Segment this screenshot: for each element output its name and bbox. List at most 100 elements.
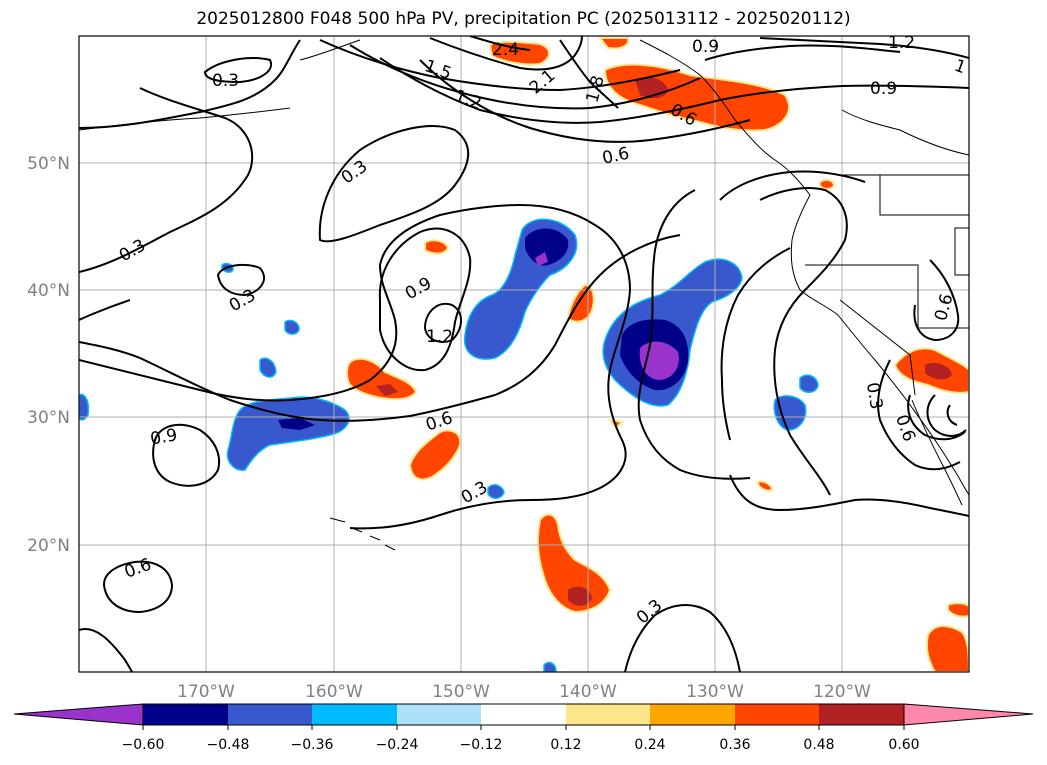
colorbar-ticks [142, 725, 905, 730]
precip-pos-blob-8 [424, 239, 450, 255]
precip-neg-core-1 [525, 228, 569, 266]
precip-neg-core-3 [278, 418, 315, 430]
precip-neg-blob-10 [543, 661, 557, 672]
lon-tick: 160°W [305, 682, 363, 702]
lon-tick: 140°W [559, 682, 617, 702]
contour-label: 0.3 [862, 381, 886, 411]
pv-contour-0.3-loop [318, 125, 470, 243]
precip-shading [79, 37, 969, 672]
precip-pos-blob-6 [566, 283, 595, 323]
pv-contour-0.3-big [79, 203, 632, 530]
pv-contour-0.9-sc [926, 394, 967, 437]
baja-coast [911, 399, 963, 506]
precip-pos-blob-13 [757, 480, 774, 492]
pv-contours [79, 36, 969, 672]
pv-contour-0.6-east [719, 170, 866, 441]
colorbar-extend-high [903, 703, 1034, 726]
contour-label: 0.3 [212, 71, 239, 91]
colorbar-segment [228, 704, 312, 725]
pv-contour-0.3-sw [79, 628, 133, 672]
hawaii [329, 517, 396, 551]
precip-pos-blob-2 [488, 40, 550, 66]
precip-pos-blob-7 [536, 513, 612, 614]
colorbar-tick-label: −0.48 [207, 737, 250, 753]
pv-contour-0.9-n [379, 57, 969, 124]
pv-contour-0.9-loop [152, 423, 220, 487]
pv-contour-0.3-loop2 [216, 263, 265, 297]
lon-tick: 130°W [686, 682, 744, 702]
colorbar-segment [143, 704, 228, 725]
pv-contour-0.9-ne [704, 44, 901, 61]
precip-pos-core-7 [568, 586, 592, 606]
lon-tick-labels: 170°W 160°W 150°W 140°W 130°W 120°W [177, 682, 871, 702]
contour-label: 0.9 [149, 425, 179, 449]
precip-pos-core-9 [925, 363, 952, 380]
colorbar: −0.60 −0.48 −0.36 −0.24 −0.12 0.12 0.24 … [13, 703, 1034, 753]
contour-label: 1.2 [426, 327, 453, 347]
lon-tick: 120°W [813, 682, 871, 702]
colorbar-segment [397, 704, 481, 725]
colorbar-segment [566, 704, 650, 725]
contour-label: 1.2 [888, 33, 915, 53]
lat-tick-labels: 50°N 40°N 30°N 20°N [27, 154, 70, 556]
pv-contour-0.3-east [759, 187, 848, 496]
precip-pos-blob-5 [408, 429, 462, 481]
precip-neg-blob-4 [773, 395, 807, 431]
pv-contour-0.3-north [79, 39, 301, 129]
colorbar-tick-label: −0.12 [460, 737, 503, 753]
precip-neg-blob-9 [487, 484, 505, 500]
colorbar-tick-label: 0.24 [634, 737, 665, 753]
precip-neg-blob-5 [799, 374, 819, 393]
pv-contour-0.9-c [378, 227, 472, 372]
canada-prov-line [841, 109, 969, 156]
north-america-coast [639, 39, 969, 496]
lat-tick: 40°N [27, 281, 70, 301]
pv-contour-0.6-b [79, 234, 681, 422]
pv-contour-1.2-sc [946, 404, 958, 426]
precip-pos-blob-12 [819, 178, 836, 190]
contour-label: 0.9 [692, 37, 719, 57]
pv-contour-0.6-se [729, 474, 969, 517]
pv-contour-1.2-ne [759, 37, 969, 59]
contour-label: 2.4 [492, 40, 519, 60]
pv-contour-0.6-sc [907, 394, 966, 441]
precip-pos-blob-10 [925, 625, 969, 672]
pv-contour-0.3-nw [203, 57, 273, 84]
pv-contour-1.2-c [423, 302, 462, 343]
pv-contour-0.3-south [624, 604, 741, 672]
lat-tick: 20°N [27, 536, 70, 556]
aleutians [299, 39, 361, 61]
colorbar-segment [819, 704, 904, 725]
colorbar-segment [735, 704, 819, 725]
state-line-4 [954, 227, 969, 276]
precip-neg-core-1b [535, 252, 548, 266]
colorbar-extend-low [13, 703, 144, 726]
plot-frame [78, 35, 970, 673]
coastlines [79, 39, 969, 551]
pv-contour-0.3-coast [913, 259, 960, 342]
colorbar-tick-label: 0.48 [803, 737, 834, 753]
pv-contour-0.6-main [637, 189, 751, 480]
precip-pos-blob-11 [947, 602, 969, 618]
map-title: 2025012800 F048 500 hPa PV, precipitatio… [196, 9, 851, 29]
precip-neg-blob-3 [226, 396, 350, 471]
precip-pos-blob-3 [597, 37, 630, 50]
colorbar-segment [312, 704, 397, 725]
pv-contour-1.5-n [319, 39, 681, 92]
pv-contour-2.1-n [429, 36, 583, 71]
pv-contour-2.4-n [469, 36, 531, 51]
colorbar-tick-label: −0.36 [291, 737, 334, 753]
pv-contour-0.6-n [419, 59, 751, 143]
plot-area [79, 36, 969, 672]
state-line-2 [805, 264, 969, 329]
colorbar-tick-label: 0.60 [888, 737, 919, 753]
colorbar-tick-label: 0.36 [719, 737, 750, 753]
colorbar-segment [481, 704, 566, 725]
pv-contour-1.8-n [559, 39, 619, 109]
colorbar-tick-label: −0.24 [376, 737, 419, 753]
precip-pos-core-4 [376, 384, 398, 396]
pv-contour-0.6-c [79, 299, 131, 321]
lon-tick: 150°W [432, 682, 490, 702]
contour-label: 0.9 [870, 79, 897, 99]
